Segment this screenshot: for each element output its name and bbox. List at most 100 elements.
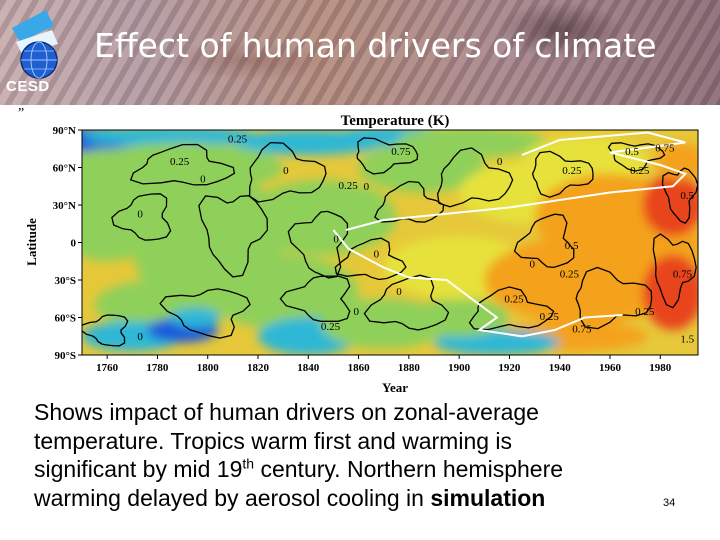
x-tick-label-7: 1900 — [448, 362, 471, 374]
color-field-region-9 — [396, 130, 548, 158]
header-banner: CESD Effect of human drivers of climate — [0, 0, 720, 105]
contour-line-6 — [334, 237, 407, 281]
stray-quote-mark: ” — [18, 106, 25, 121]
contour-line-17 — [82, 314, 129, 347]
contour-label-6: 0.25 — [338, 180, 358, 192]
y-tick-label-1: 60°N — [53, 163, 76, 175]
contour-label-19: 0.75 — [673, 269, 693, 281]
x-tick-label-9: 1940 — [549, 362, 572, 374]
slide-number: 34 — [663, 497, 676, 509]
cesd-globe-icon — [12, 10, 58, 79]
contour-label-1: 0 — [200, 174, 206, 186]
contour-label-24: 0.25 — [321, 321, 341, 333]
contour-label-11: 0.25 — [630, 165, 650, 177]
caption-superscript: th — [242, 455, 255, 472]
contour-label-23: 0.25 — [540, 311, 560, 323]
contour-line-16 — [661, 167, 698, 225]
color-field-region-24 — [642, 173, 698, 237]
contour-label-8: 0.25 — [562, 165, 582, 177]
contour-line-8 — [531, 150, 594, 198]
contour-line-7 — [436, 147, 514, 208]
caption: Shows impact of human drivers on zonal-a… — [34, 398, 714, 512]
contour-line-3 — [198, 195, 269, 278]
x-tick-label-5: 1860 — [348, 362, 371, 374]
caption-line-3-end: century. Northern hemisphere — [254, 456, 564, 482]
caption-line-4: warming delayed by aerosol cooling in si… — [34, 484, 714, 513]
color-field-region-7 — [245, 180, 397, 255]
caption-line-1: Shows impact of human drivers on zonal-a… — [34, 399, 539, 425]
caption-line-3-start: significant by mid 19 — [34, 456, 243, 482]
y-tick-label-4: 30°S — [54, 275, 76, 287]
contour-label-18: 0.25 — [560, 269, 580, 281]
color-field-region-19 — [522, 136, 648, 187]
x-tick-label-1: 1780 — [146, 362, 169, 374]
significance-contour-north — [345, 131, 688, 231]
contour-line-14 — [575, 266, 653, 330]
contour-line-10 — [159, 288, 251, 339]
y-tick-label-3: 0 — [71, 238, 77, 250]
contour-label-10: 0.75 — [655, 142, 675, 154]
x-tick-label-3: 1820 — [247, 362, 270, 374]
significance-contour-south — [332, 229, 623, 338]
contour-line-15 — [652, 233, 697, 309]
contour-label-28: 1.5 — [680, 334, 694, 346]
slide-title: Effect of human drivers of climate — [94, 26, 657, 65]
contour-label-7: 0 — [497, 156, 503, 168]
contour-label-5: 0.75 — [391, 146, 411, 158]
contour-label-9: 0.5 — [625, 146, 639, 158]
logo-fan-blue — [12, 10, 54, 42]
color-field-region-27 — [434, 330, 560, 355]
chart-title: Temperature (K) — [341, 113, 450, 129]
color-field-region-28 — [408, 298, 510, 337]
color-field-region-23 — [642, 255, 698, 330]
contour-line-1 — [248, 141, 327, 203]
contour-line-5 — [111, 193, 172, 241]
contour-label-20: 0 — [396, 286, 402, 298]
contour-line-0 — [129, 143, 236, 186]
contour-line-9 — [607, 142, 666, 172]
contour-label-17: 0 — [530, 259, 536, 271]
caption-line-3: significant by mid 19th century. Norther… — [34, 455, 714, 484]
contour-label-27: 0.25 — [635, 306, 655, 318]
contour-label-21: 0.25 — [504, 294, 524, 306]
contour-label-14: 0 — [333, 234, 339, 246]
contour-label-2: 0.25 — [228, 134, 248, 146]
color-field-region-11 — [207, 255, 359, 330]
x-tick-label-10: 1960 — [599, 362, 622, 374]
color-field-region-17 — [170, 307, 221, 328]
y-axis-label: Latitude — [24, 218, 39, 266]
x-tick-label-6: 1880 — [398, 362, 421, 374]
contour-line-2 — [356, 137, 419, 175]
contour-line-11 — [279, 275, 351, 322]
contour-label-13: 0 — [137, 209, 143, 221]
contour-label-15: 0 — [374, 249, 380, 261]
y-tick-label-0: 90°N — [53, 125, 76, 137]
contour-label-0: 0.25 — [170, 156, 190, 168]
color-field-region-25 — [655, 142, 698, 180]
contour-label-22: 0 — [354, 306, 360, 318]
y-tick-label-5: 60°S — [54, 313, 76, 325]
contour-label-26: 0.75 — [572, 324, 592, 336]
caption-line-2: temperature. Tropics warm first and warm… — [34, 427, 513, 454]
x-tick-label-2: 1800 — [197, 362, 220, 374]
caption-line-4-start: warming delayed by aerosol cooling in — [34, 484, 431, 511]
contour-line-13 — [468, 286, 555, 331]
x-tick-label-4: 1840 — [297, 362, 320, 374]
contour-label-3: 0 — [283, 165, 289, 177]
contour-line-18 — [513, 213, 575, 269]
logo-text: CESD — [6, 78, 50, 95]
x-tick-label-8: 1920 — [498, 362, 521, 374]
temperature-chart: Temperature (K) 0.25 0 0.25 0 0 0.75 0.25 0 0.25… — [24, 113, 699, 395]
color-field-region-1 — [82, 130, 258, 147]
x-axis-label: Year — [382, 380, 408, 395]
x-tick-label-11: 1980 — [649, 362, 672, 374]
contour-label-4: 0 — [364, 181, 370, 193]
x-tick-label-0: 1760 — [96, 362, 119, 374]
y-tick-label-2: 30°N — [53, 200, 76, 212]
caption-bold-word: simulation — [430, 484, 546, 511]
contour-label-12: 0.5 — [680, 190, 694, 202]
y-tick-label-6: 90°S — [54, 350, 76, 362]
contour-label-16: 0.5 — [565, 240, 579, 252]
contour-line-19 — [374, 180, 445, 223]
contour-label-25: 0 — [137, 331, 143, 343]
